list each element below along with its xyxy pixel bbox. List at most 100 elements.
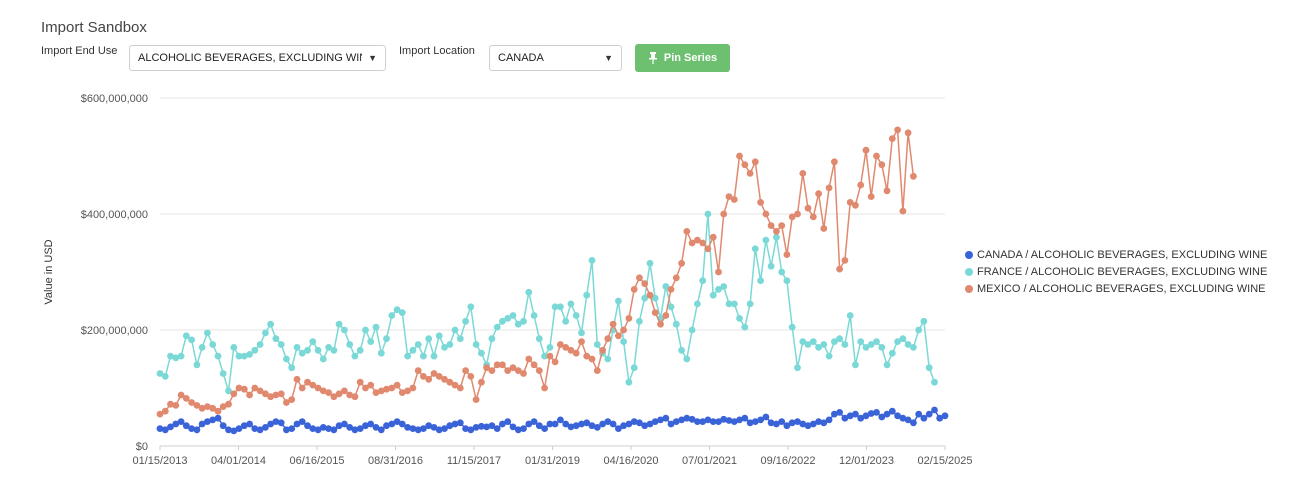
data-point-0 [904, 416, 912, 424]
end-use-label: Import End Use [41, 45, 118, 57]
data-point-0 [214, 414, 222, 422]
data-point-0 [788, 419, 796, 427]
data-point-2 [699, 239, 707, 247]
data-point-1 [546, 344, 554, 351]
data-point-1 [725, 300, 733, 308]
data-point-1 [451, 326, 459, 334]
data-point-2 [778, 222, 786, 230]
data-point-0 [572, 422, 580, 430]
data-point-2 [757, 199, 764, 206]
legend-item[interactable]: CANADA / ALCOHOLIC BEVERAGES, EXCLUDING … [965, 246, 1267, 263]
data-point-0 [362, 422, 369, 430]
data-point-0 [915, 410, 923, 418]
data-point-1 [894, 338, 901, 345]
pin-series-label: Pin Series [663, 52, 718, 64]
data-point-2 [762, 210, 770, 218]
data-point-1 [593, 341, 601, 348]
data-point-1 [651, 294, 659, 302]
legend-item[interactable]: MEXICO / ALCOHOLIC BEVERAGES, EXCLUDING … [965, 280, 1267, 297]
data-point-2 [825, 184, 833, 192]
data-point-2 [161, 407, 169, 415]
data-point-1 [499, 317, 506, 325]
data-point-0 [404, 424, 411, 431]
data-point-0 [720, 415, 728, 423]
data-point-1 [704, 210, 712, 218]
data-point-1 [920, 317, 928, 325]
data-point-2 [657, 320, 664, 328]
data-point-2 [599, 346, 606, 354]
data-point-2 [409, 384, 417, 392]
data-point-0 [651, 418, 659, 425]
pin-series-button[interactable]: Pin Series [635, 44, 730, 72]
data-point-2 [341, 387, 348, 395]
data-point-2 [725, 193, 733, 201]
data-point-2 [788, 213, 796, 221]
data-point-1 [578, 329, 585, 337]
data-point-0 [825, 416, 833, 424]
data-point-2 [709, 233, 717, 241]
data-point-1 [362, 326, 369, 334]
data-point-0 [267, 420, 274, 428]
data-point-0 [225, 426, 232, 434]
data-point-2 [535, 367, 543, 374]
data-point-1 [530, 312, 538, 319]
data-point-1 [551, 303, 559, 311]
data-point-2 [794, 210, 801, 218]
data-point-2 [767, 222, 775, 230]
data-point-1 [878, 344, 886, 351]
data-point-0 [535, 422, 543, 430]
data-point-1 [262, 329, 269, 337]
data-point-0 [841, 414, 849, 422]
data-point-0 [367, 420, 375, 428]
data-point-2 [852, 201, 859, 209]
data-point-2 [182, 395, 190, 402]
data-point-2 [393, 381, 401, 389]
data-point-0 [293, 420, 301, 428]
data-point-0 [878, 413, 886, 421]
data-point-2 [646, 291, 654, 299]
data-point-2 [615, 332, 622, 340]
data-point-2 [578, 338, 585, 345]
data-point-2 [256, 387, 264, 395]
data-point-1 [804, 341, 812, 348]
data-point-0 [583, 419, 591, 427]
data-point-1 [277, 341, 285, 348]
data-point-2 [262, 390, 269, 398]
data-point-0 [325, 425, 332, 432]
data-point-0 [188, 425, 196, 432]
data-point-2 [425, 375, 433, 383]
data-point-2 [783, 251, 791, 258]
data-point-0 [388, 420, 396, 428]
data-point-1 [346, 341, 354, 348]
data-point-0 [746, 419, 754, 427]
legend-item[interactable]: FRANCE / ALCOHOLIC BEVERAGES, EXCLUDING … [965, 263, 1267, 280]
data-point-0 [925, 410, 933, 418]
data-point-1 [462, 317, 469, 325]
x-tick-label: 02/15/2025 [917, 455, 972, 467]
data-point-0 [219, 422, 227, 430]
data-point-1 [615, 297, 622, 305]
data-point-0 [767, 419, 775, 427]
end-use-select[interactable]: ALCOHOLIC BEVERAGES, EXCLUDING WINE ▼ [129, 45, 386, 71]
data-point-1 [509, 312, 517, 319]
data-point-1 [351, 352, 359, 360]
data-point-2 [688, 239, 696, 247]
data-point-1 [446, 341, 454, 348]
data-point-0 [483, 423, 490, 431]
data-point-1 [256, 341, 264, 348]
data-point-1 [388, 312, 396, 319]
data-point-2 [557, 341, 564, 348]
data-point-2 [435, 373, 443, 380]
location-select[interactable]: CANADA ▼ [489, 45, 622, 71]
data-point-1 [188, 336, 196, 344]
data-point-2 [467, 373, 475, 380]
data-point-2 [177, 391, 185, 399]
data-point-1 [857, 338, 865, 345]
x-tick-label: 01/15/2013 [132, 455, 187, 467]
data-point-1 [314, 346, 322, 354]
data-point-0 [314, 426, 322, 434]
data-point-1 [425, 335, 433, 343]
caret-down-icon: ▼ [368, 53, 377, 63]
data-point-1 [182, 332, 190, 340]
data-point-2 [651, 309, 659, 316]
